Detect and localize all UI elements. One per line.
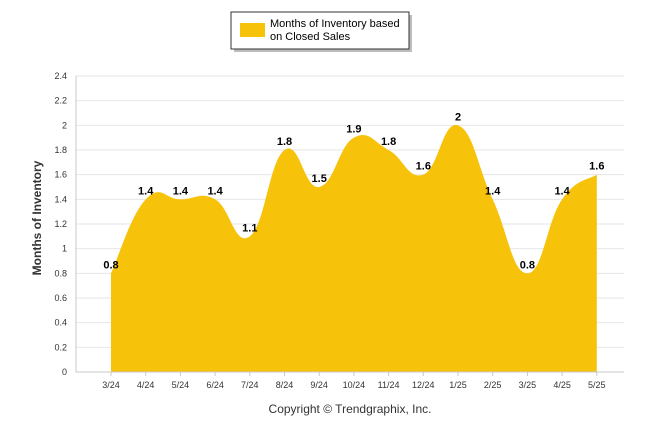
- y-axis-title: Months of Inventory: [30, 160, 44, 275]
- series-area: [111, 124, 597, 372]
- data-label: 1.6: [589, 161, 604, 173]
- data-label: 1.8: [277, 136, 292, 148]
- y-tick-label: 1.4: [54, 194, 67, 204]
- y-tick-label: 0.8: [54, 268, 67, 278]
- data-label: 0.8: [520, 259, 535, 271]
- x-tick-label: 4/24: [137, 380, 155, 390]
- x-tick-label: 3/25: [519, 380, 537, 390]
- y-tick-label: 2: [62, 120, 67, 130]
- data-label: 0.8: [103, 259, 118, 271]
- legend-swatch: [240, 23, 265, 37]
- y-tick-label: 2.2: [54, 96, 67, 106]
- copyright-text: Copyright © Trendgraphix, Inc.: [269, 402, 432, 416]
- x-tick-label: 6/24: [206, 380, 224, 390]
- data-label: 1.8: [381, 136, 396, 148]
- axes: [75, 76, 624, 376]
- legend: Months of Inventory based on Closed Sale…: [230, 11, 412, 52]
- y-tick-label: 1.2: [54, 219, 67, 229]
- x-tick-label: 12/24: [412, 380, 435, 390]
- y-tick-labels: 0 0.2 0.4 0.6 0.8 1 1.2 1.4 1.6 1.8 2 2.2 2.4: [54, 71, 67, 377]
- legend-label-line2: on Closed Sales: [270, 31, 351, 43]
- data-label: 1.4: [138, 185, 154, 197]
- series-area-path: [111, 124, 597, 372]
- data-label: 1.4: [485, 185, 501, 197]
- x-tick-label: 3/24: [102, 380, 120, 390]
- data-label: 2: [455, 111, 461, 123]
- y-tick-label: 1.8: [54, 145, 67, 155]
- data-label: 1.6: [416, 161, 431, 173]
- x-tick-label: 11/24: [378, 380, 400, 390]
- y-tick-label: 1: [62, 244, 67, 254]
- x-tick-label: 5/25: [588, 380, 606, 390]
- x-tick-label: 7/24: [241, 380, 259, 390]
- legend-label-line1: Months of Inventory based: [270, 18, 400, 30]
- y-tick-label: 0.2: [54, 342, 67, 352]
- data-labels: 0.8 1.4 1.4 1.4 1.1 1.8 1.5 1.9 1.8 1.6 2 1.4 0.8 1.4…: [103, 111, 604, 271]
- y-tick-label: 0.4: [54, 318, 67, 328]
- x-tick-label: 10/24: [343, 380, 366, 390]
- data-label: 1.9: [346, 124, 361, 136]
- data-label: 1.4: [554, 185, 570, 197]
- y-tick-label: 1.6: [54, 170, 67, 180]
- x-tick-label: 9/24: [310, 380, 328, 390]
- x-tick-label: 2/25: [484, 380, 502, 390]
- data-label: 1.1: [242, 222, 257, 234]
- y-tick-label: 2.4: [54, 71, 67, 81]
- x-tick-label: 1/25: [449, 380, 467, 390]
- data-label: 1.5: [312, 173, 327, 185]
- x-tick-label: 8/24: [276, 380, 294, 390]
- y-tick-label: 0: [62, 367, 67, 377]
- x-tick-label: 4/25: [553, 380, 571, 390]
- y-tick-label: 0.6: [54, 293, 67, 303]
- x-tick-label: 5/24: [172, 380, 190, 390]
- x-tick-labels: 3/24 4/24 5/24 6/24 7/24 8/24 9/24 10/24 11/24 12…: [102, 380, 605, 390]
- data-label: 1.4: [173, 185, 189, 197]
- data-label: 1.4: [207, 185, 223, 197]
